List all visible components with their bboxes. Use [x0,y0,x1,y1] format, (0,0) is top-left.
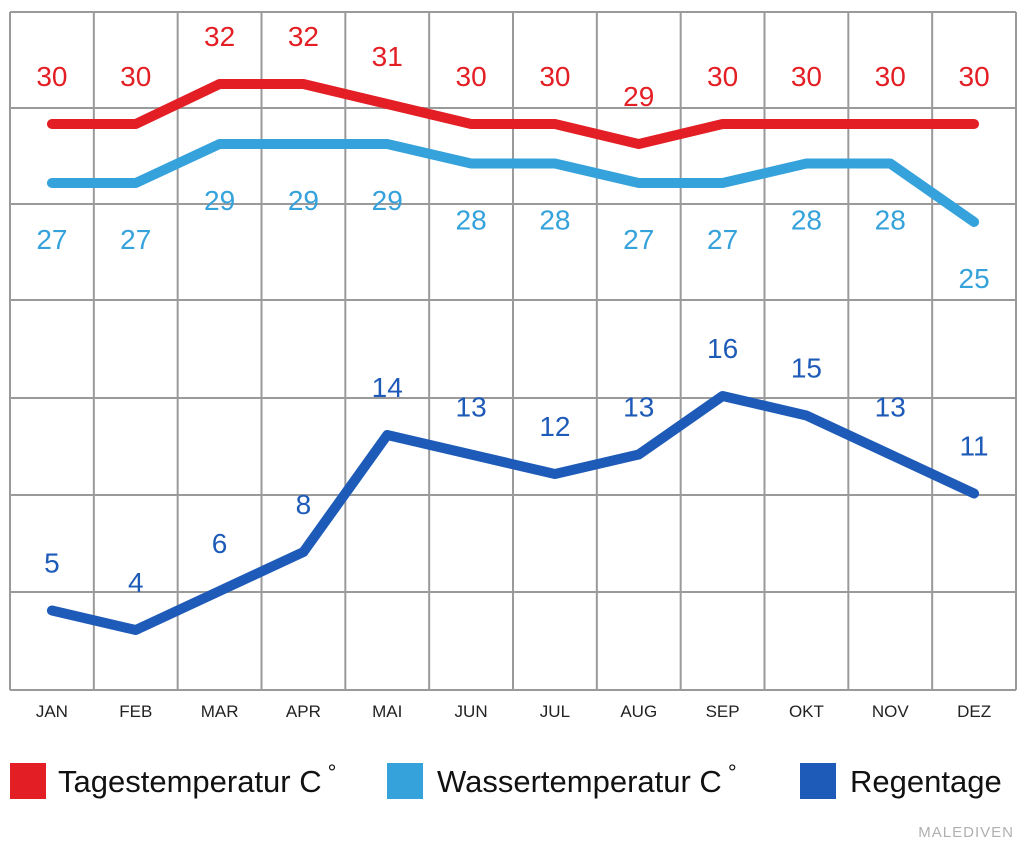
watermark: MALEDIVEN [918,824,1014,841]
data-label-day: 30 [456,61,487,92]
legend-swatch-rain-days [800,763,836,799]
data-label-water: 27 [623,224,654,255]
data-label-rain: 13 [623,392,654,423]
series-line-rain [46,391,980,635]
data-label-water: 29 [204,185,235,216]
legend-label-day-temp: Tagestemperatur C ° [58,760,336,799]
month-label: FEB [119,702,152,721]
data-label-water: 27 [36,224,67,255]
data-label-water: 27 [707,224,738,255]
legend-swatch-day-temp [10,763,46,799]
data-label-day: 30 [875,61,906,92]
month-label: NOV [872,702,910,721]
legend-label-rain-days: Regentage [850,764,1002,799]
month-label: JUL [540,702,570,721]
data-label-water: 27 [120,224,151,255]
month-label: OKT [789,702,824,721]
data-label-water: 28 [791,205,822,236]
month-label: MAI [372,702,402,721]
data-label-day: 30 [959,61,990,92]
month-label: JAN [36,702,68,721]
data-label-day: 30 [707,61,738,92]
data-label-rain: 14 [372,372,403,403]
data-label-rain: 16 [707,333,738,364]
legend-swatch-water-temp [387,763,423,799]
data-label-rain: 6 [212,528,228,559]
data-label-rain: 13 [456,392,487,423]
month-label: AUG [620,702,657,721]
data-label-water: 28 [875,205,906,236]
month-label: SEP [706,702,740,721]
data-label-water: 25 [959,263,990,294]
month-label: MAR [201,702,239,721]
legend: Tagestemperatur C ° Wassertemperatur C ° R… [10,760,1002,799]
data-label-water: 28 [539,205,570,236]
data-labels: 30 30 32 32 31 30 30 29 30 30 30 30 27 27 29 29 29 28 28 27… [36,21,989,598]
month-label: APR [286,702,321,721]
series-lines [46,79,980,635]
data-label-rain: 15 [791,353,822,384]
data-label-day: 30 [36,61,67,92]
month-label: JUN [455,702,488,721]
x-axis-tick-labels: JAN FEB MAR APR MAI JUN JUL AUG SEP OKT NOV DEZ [36,702,991,721]
data-label-rain: 5 [44,548,60,579]
data-label-rain: 13 [875,392,906,423]
data-label-rain: 11 [960,431,989,462]
data-label-water: 29 [288,185,319,216]
data-label-day: 32 [288,21,319,52]
data-label-water: 28 [456,205,487,236]
data-label-day: 32 [204,21,235,52]
data-label-day: 30 [539,61,570,92]
series-line-day [46,79,980,149]
data-label-day: 30 [791,61,822,92]
data-label-rain: 4 [128,567,144,598]
data-label-day: 29 [623,81,654,112]
data-label-day: 31 [372,41,403,72]
data-label-rain: 12 [539,411,570,442]
data-label-day: 30 [120,61,151,92]
legend-label-water-temp: Wassertemperatur C ° [437,760,737,799]
data-label-rain: 8 [296,489,312,520]
data-label-water: 29 [372,185,403,216]
series-line-water [46,139,980,227]
month-label: DEZ [957,702,991,721]
